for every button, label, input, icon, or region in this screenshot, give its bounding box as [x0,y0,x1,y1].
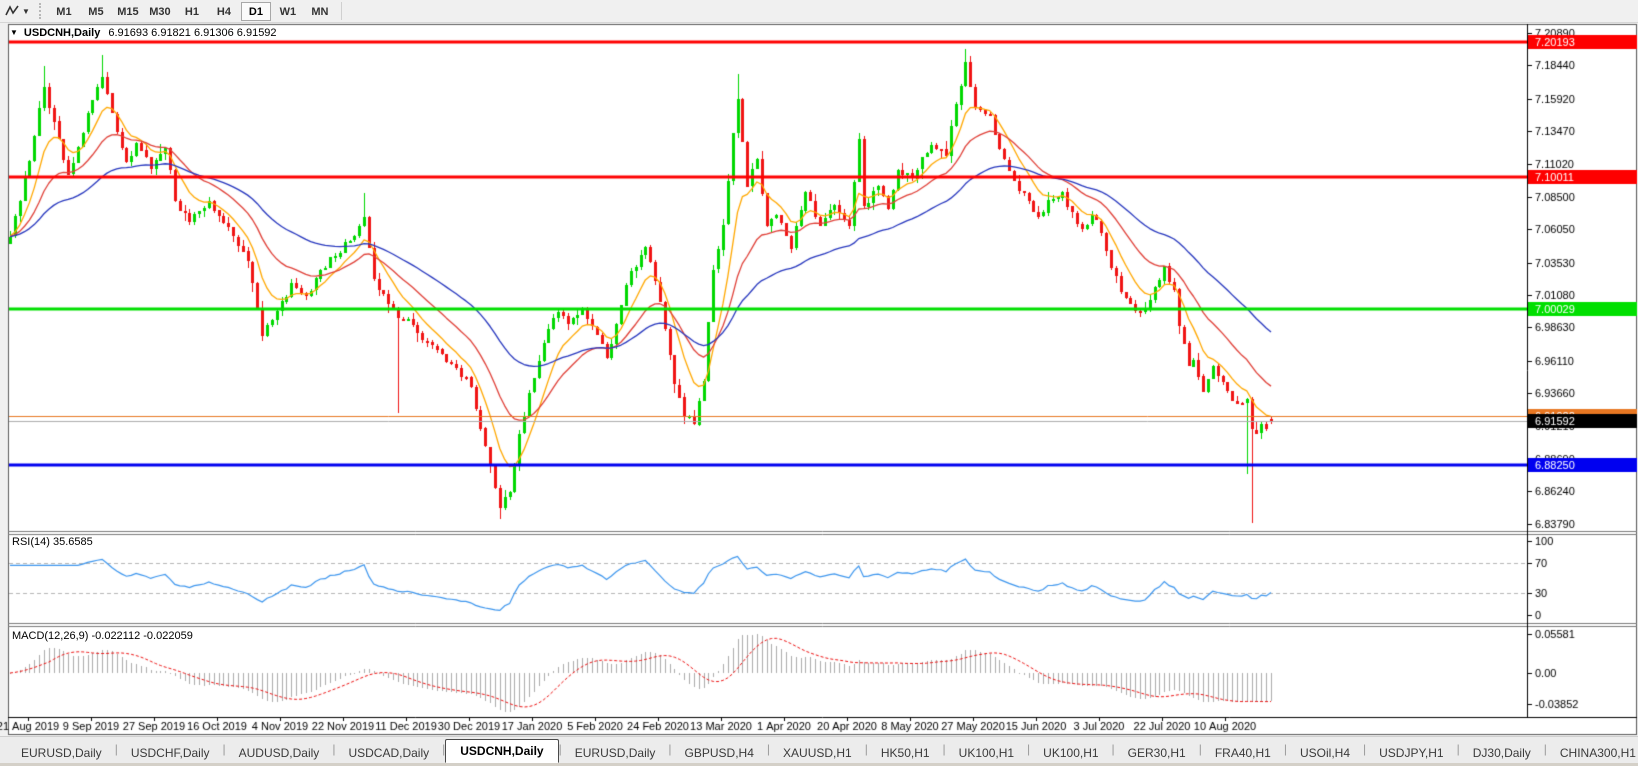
chart-tab-dj30-daily[interactable]: DJ30,Daily [1472,746,1531,760]
tab-separator: | [1111,742,1115,756]
zigzag-indicator-icon [5,5,19,16]
chart-tab-eurusd-daily[interactable]: EURUSD,Daily [574,746,656,760]
macd-values: -0.022112 -0.022059 [91,630,193,642]
chart-tab-ger30-h1[interactable]: GER30,H1 [1127,746,1186,760]
timeframe-button-M30[interactable]: M30 [149,5,171,18]
timeframe-button-W1[interactable]: W1 [279,5,297,18]
rsi-indicator-label: RSI(14) 35.6585 [12,536,93,548]
chart-tab-usdjpy-h1[interactable]: USDJPY,H1 [1379,746,1444,760]
rsi-value: 35.6585 [52,536,93,548]
chart-tab-xauusd-h1[interactable]: XAUUSD,H1 [783,746,852,760]
timeframe-button-D1[interactable]: D1 [240,1,271,21]
chart-tab-usoil-h4[interactable]: USOil,H4 [1299,746,1350,760]
chart-tab-usdchf-daily[interactable]: USDCHF,Daily [130,746,210,760]
tab-separator: | [1198,742,1202,756]
timeframe-toolbar: ▼ M1 M5 M15 M30 H1 H4 D1 W1 MN [0,0,1638,23]
macd-name: MACD(12,26,9) [12,630,89,642]
tab-separator: | [668,742,672,756]
timeframe-button-M15[interactable]: M15 [117,5,139,18]
macd-indicator-label: MACD(12,26,9) -0.022112 -0.022059 [12,630,193,642]
tab-separator: | [332,742,336,756]
toolbar-separator [340,2,342,20]
tab-separator: | [766,742,771,756]
tab-separator: | [1456,742,1460,756]
chevron-down-icon: ▼ [22,6,30,16]
tab-separator: | [1363,742,1367,756]
timeframe-button-H4[interactable]: H4 [216,5,231,18]
timeframe-button-H1[interactable]: H1 [184,5,199,18]
timeframe-button-M5[interactable]: M5 [88,5,104,18]
chart-tab-audusd-daily[interactable]: AUDUSD,Daily [238,746,320,760]
tab-separator: | [942,742,946,756]
rsi-name: RSI(14) [12,536,50,548]
tab-separator: | [1283,742,1287,756]
chart-ohlc-values: 6.91693 6.91821 6.91306 6.91592 [108,26,277,39]
timeframe-button-M1[interactable]: M1 [56,5,72,18]
chart-collapse-icon[interactable]: ▼ [10,28,18,37]
chart-tab-usdcnh-daily[interactable]: USDCNH,Daily [445,739,559,763]
timeframe-buttons: M1 M5 M15 M30 H1 H4 D1 W1 MN [48,1,336,21]
tab-separator: | [864,742,868,756]
timeframe-button-MN[interactable]: MN [311,5,329,18]
chart-symbol-label: USDCNH,Daily [23,26,101,39]
tab-separator: | [1543,742,1547,756]
tab-separator: | [558,742,562,756]
chart-tab-gbpusd-h4[interactable]: GBPUSD,H4 [684,746,754,760]
chart-tab-uk100-h1[interactable]: UK100,H1 [1043,746,1099,760]
indicator-button[interactable]: ▼ [2,1,33,21]
tab-separator: | [1027,742,1031,756]
chart-tab-fra40-h1[interactable]: FRA40,H1 [1214,746,1271,760]
chart-tab-hk50-h1[interactable]: HK50,H1 [880,746,930,760]
chart-tab-eurusd-daily[interactable]: EURUSD,Daily [21,746,102,760]
toolbar-grip-handle[interactable] [38,3,42,19]
chart-tab-bar: EURUSD,Daily | USDCHF,Daily | AUDUSD,Daily | U… [0,736,1638,766]
chart-tab-uk100-h1[interactable]: UK100,H1 [958,746,1015,760]
tab-separator: | [114,742,118,756]
tab-separator: | [222,742,226,756]
chart-tab-china300-h1[interactable]: CHINA300,H1 [1559,746,1636,760]
tab-separator: | [442,742,446,756]
chart-title-bar: ▼ USDCNH,Daily 6.91693 6.91821 6.91306 6… [10,26,277,39]
chart-tab-usdcad-daily[interactable]: USDCAD,Daily [348,746,430,760]
